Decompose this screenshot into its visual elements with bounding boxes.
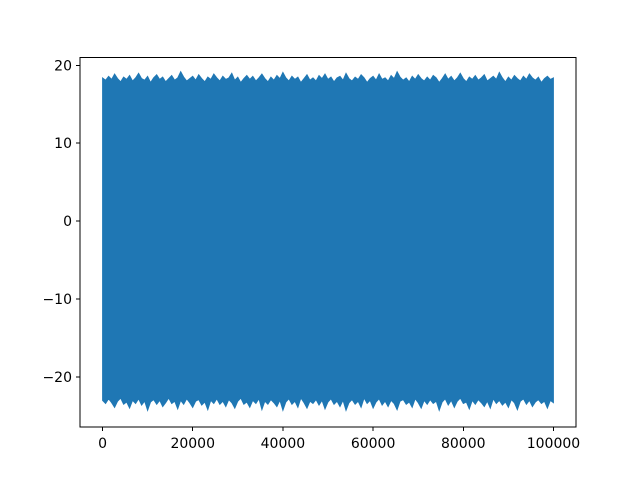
x-tick-label: 100000 xyxy=(527,436,580,452)
x-tick-label: 60000 xyxy=(351,436,396,452)
x-tick-label: 0 xyxy=(98,436,107,452)
x-tick-label: 40000 xyxy=(261,436,306,452)
y-tick-label: −20 xyxy=(42,370,72,386)
x-tick-label: 20000 xyxy=(170,436,215,452)
x-tick-label: 80000 xyxy=(441,436,486,452)
axes-spines xyxy=(79,57,577,428)
y-tick-label: 20 xyxy=(54,58,72,74)
noise-signal-band xyxy=(102,70,554,412)
y-tick-label: 10 xyxy=(54,136,72,152)
y-tick-label: 0 xyxy=(63,214,72,230)
y-tick-label: −10 xyxy=(42,292,72,308)
